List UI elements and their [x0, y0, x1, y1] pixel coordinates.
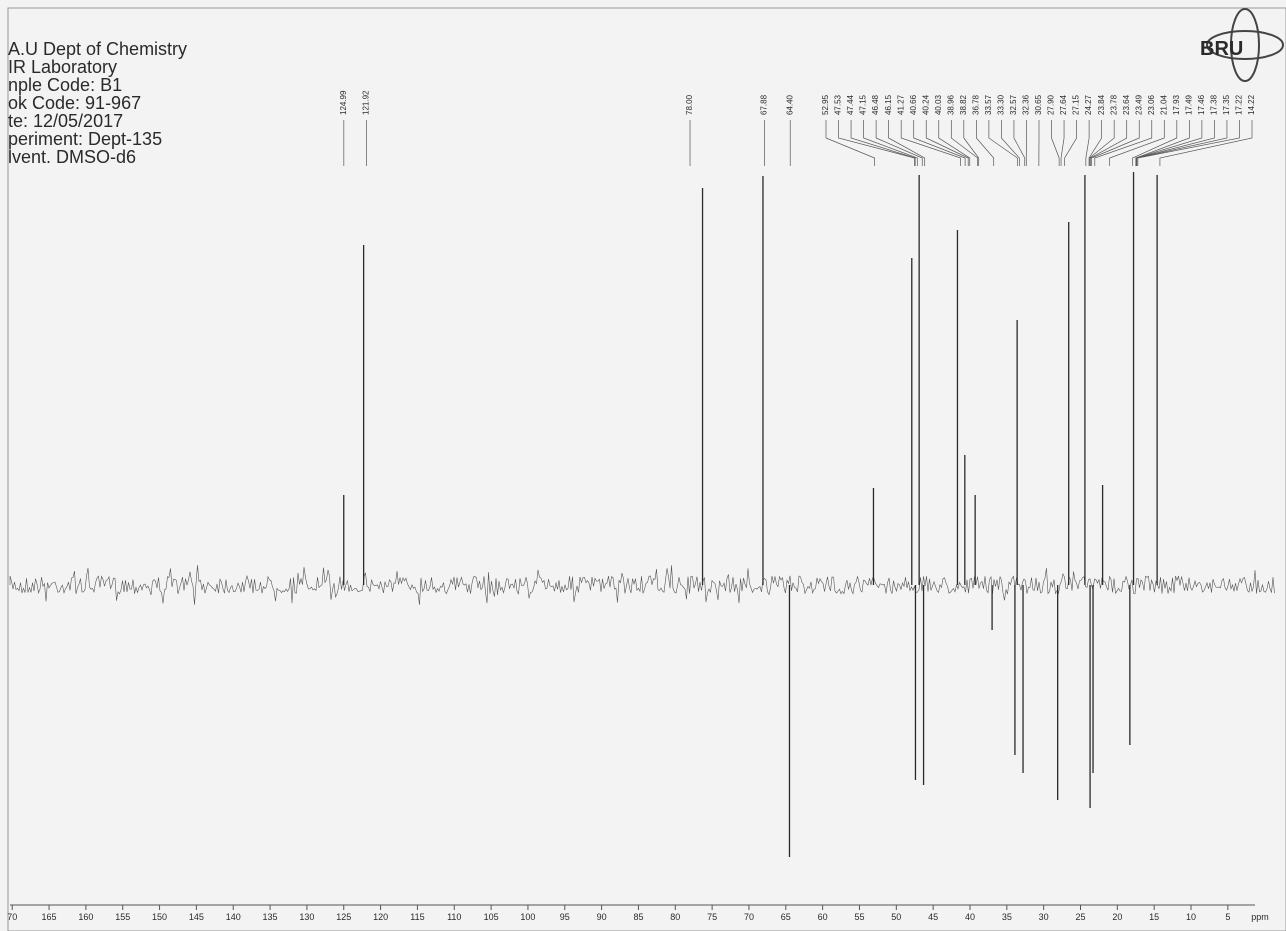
header-line: te: 12/05/2017 — [8, 111, 123, 131]
x-tick-label: 105 — [484, 912, 499, 922]
x-tick-label: 45 — [928, 912, 938, 922]
x-tick-label: 50 — [891, 912, 901, 922]
x-tick-label: 135 — [263, 912, 278, 922]
x-tick-label: 90 — [597, 912, 607, 922]
header-line: nple Code: B1 — [8, 75, 122, 95]
peak-label: 40.66 — [909, 94, 918, 115]
x-tick-label: 165 — [42, 912, 57, 922]
header-line: A.U Dept of Chemistry — [8, 39, 187, 59]
x-tick-label: 140 — [226, 912, 241, 922]
peak-label: 124.99 — [339, 90, 348, 115]
x-tick-label: 85 — [633, 912, 643, 922]
x-tick-label: 130 — [299, 912, 314, 922]
peak-label: 23.78 — [1109, 94, 1118, 115]
peak-label: 23.64 — [1122, 94, 1131, 115]
x-tick-label: 155 — [115, 912, 130, 922]
x-tick-label: 150 — [152, 912, 167, 922]
peak-label: 17.49 — [1184, 94, 1193, 115]
x-tick-label: 65 — [781, 912, 791, 922]
header-line: IR Laboratory — [8, 57, 117, 77]
peak-label: 17.22 — [1235, 94, 1244, 115]
x-axis-label: ppm — [1251, 912, 1269, 922]
header-line: ok Code: 91-967 — [8, 93, 141, 113]
x-tick-label: 160 — [78, 912, 93, 922]
spectrum: BRU A.U Dept of ChemistryIR Laboratorynp… — [0, 0, 1286, 931]
x-tick-label: 120 — [373, 912, 388, 922]
peak-label: 33.57 — [984, 94, 993, 115]
x-tick-label: 55 — [854, 912, 864, 922]
x-tick-label: 30 — [1039, 912, 1049, 922]
brand: BRU — [1200, 38, 1243, 60]
peak-label: 46.48 — [871, 94, 880, 115]
x-tick-label: 5 — [1225, 912, 1230, 922]
x-tick-label: 145 — [189, 912, 204, 922]
x-tick-label: 100 — [520, 912, 535, 922]
peak-label: 27.90 — [1047, 94, 1056, 115]
x-tick-label: 125 — [336, 912, 351, 922]
x-tick-label: 35 — [1002, 912, 1012, 922]
peak-label: 17.46 — [1197, 94, 1206, 115]
peak-label: 23.49 — [1134, 94, 1143, 115]
peak-label: 17.35 — [1222, 94, 1231, 115]
x-tick-label: 20 — [1112, 912, 1122, 922]
x-tick-label: 115 — [410, 912, 424, 922]
peak-label: 52.95 — [821, 94, 830, 115]
peak-label: 32.36 — [1022, 94, 1031, 115]
paper — [0, 0, 1286, 931]
header-line: lvent. DMSO-d6 — [8, 147, 136, 167]
peak-label: 23.06 — [1147, 94, 1156, 115]
x-tick-label: 60 — [818, 912, 828, 922]
peak-label: 64.40 — [785, 94, 794, 115]
peak-label: 24.27 — [1084, 94, 1093, 115]
peak-label: 23.84 — [1097, 94, 1106, 115]
x-tick-label: 110 — [447, 912, 461, 922]
x-tick-label: 40 — [965, 912, 975, 922]
peak-label: 47.15 — [859, 94, 868, 115]
peak-label: 33.30 — [997, 94, 1006, 115]
x-tick-label: 15 — [1149, 912, 1159, 922]
peak-label: 14.22 — [1247, 94, 1256, 115]
peak-label: 78.00 — [685, 94, 694, 115]
peak-label: 47.44 — [846, 94, 855, 115]
peak-label: 38.82 — [959, 94, 968, 115]
peak-label: 38.96 — [946, 94, 955, 115]
x-tick-label: 70 — [744, 912, 754, 922]
peak-label: 17.93 — [1172, 94, 1181, 115]
peak-label: 32.57 — [1009, 94, 1018, 115]
x-tick-label: 75 — [707, 912, 717, 922]
peak-label: 46.15 — [884, 94, 893, 115]
x-tick-label: 10 — [1186, 912, 1196, 922]
peak-label: 17.38 — [1210, 94, 1219, 115]
peak-label: 47.53 — [834, 94, 843, 115]
x-tick-label: 70 — [7, 912, 17, 922]
peak-label: 67.88 — [760, 94, 769, 115]
x-tick-label: 80 — [670, 912, 680, 922]
x-tick-label: 25 — [1075, 912, 1085, 922]
x-tick-label: 95 — [560, 912, 570, 922]
peak-label: 40.24 — [921, 94, 930, 115]
peak-label: 27.15 — [1072, 94, 1081, 115]
peak-label: 21.04 — [1159, 94, 1168, 115]
peak-label: 36.78 — [971, 94, 980, 115]
peak-label: 30.65 — [1034, 94, 1043, 115]
header-line: periment: Dept-135 — [8, 129, 162, 149]
peak-label: 41.27 — [896, 94, 905, 115]
peak-label: 27.64 — [1059, 94, 1068, 115]
peak-label: 121.92 — [362, 90, 371, 115]
peak-label: 40.03 — [934, 94, 943, 115]
